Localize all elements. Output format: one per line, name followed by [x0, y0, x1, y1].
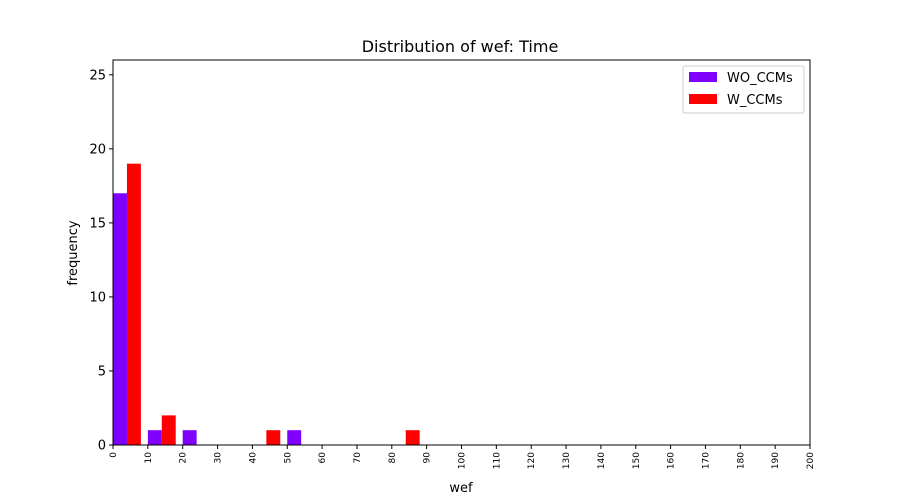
x-axis-label: wef	[449, 481, 473, 496]
x-tick-label: 10	[144, 452, 154, 464]
x-tick-label: 170	[701, 452, 711, 469]
y-axis-label: frequency	[66, 220, 81, 286]
bar-wo-ccms	[147, 430, 162, 445]
x-tick-label: 70	[353, 452, 363, 464]
chart-title: Distribution of wef: Time	[362, 37, 559, 56]
bar-w-ccms	[126, 163, 141, 445]
bar-wo-ccms	[287, 430, 302, 445]
y-tick-label: 15	[89, 216, 106, 231]
bar-w-ccms	[161, 415, 176, 445]
x-tick-label: 110	[492, 452, 502, 469]
y-tick-label: 25	[89, 68, 106, 83]
x-tick-label: 100	[458, 452, 468, 469]
y-tick-label: 0	[98, 439, 106, 454]
legend-swatch	[689, 94, 717, 104]
legend-label: WO_CCMs	[727, 71, 793, 86]
bar-wo-ccms	[182, 430, 197, 445]
legend: WO_CCMs W_CCMs	[682, 65, 805, 114]
x-tick-label: 200	[806, 452, 816, 469]
x-tick-label: 90	[423, 452, 433, 464]
x-tick-label: 160	[667, 452, 677, 469]
x-axis: 0 10 20 30 40 50 60 70 80 90 100 110 120 130 140 150 160…	[109, 445, 816, 469]
x-tick-label: 20	[179, 452, 189, 464]
x-tick-label: 60	[318, 452, 328, 464]
x-tick-label: 50	[283, 452, 293, 464]
x-tick-label: 150	[632, 452, 642, 469]
bar-w-ccms	[266, 430, 281, 445]
legend-label: W_CCMs	[727, 93, 783, 108]
x-tick-label: 120	[527, 452, 537, 469]
x-tick-label: 190	[771, 452, 781, 469]
x-tick-label: 40	[248, 452, 258, 464]
x-tick-label: 140	[597, 452, 607, 469]
x-tick-label: 80	[388, 452, 398, 464]
x-tick-label: 130	[562, 452, 572, 469]
y-tick-label: 5	[98, 364, 106, 379]
y-axis: 0 5 10 15 20 25	[89, 68, 113, 454]
x-tick-label: 180	[736, 452, 746, 469]
bar-w-ccms	[405, 430, 420, 445]
bar-wo-ccms	[113, 193, 127, 445]
y-tick-label: 10	[89, 290, 106, 305]
y-tick-label: 20	[89, 142, 106, 157]
legend-swatch	[689, 72, 717, 82]
x-tick-label: 30	[214, 452, 224, 464]
bars-layer	[113, 163, 420, 445]
x-tick-label: 0	[109, 452, 119, 458]
